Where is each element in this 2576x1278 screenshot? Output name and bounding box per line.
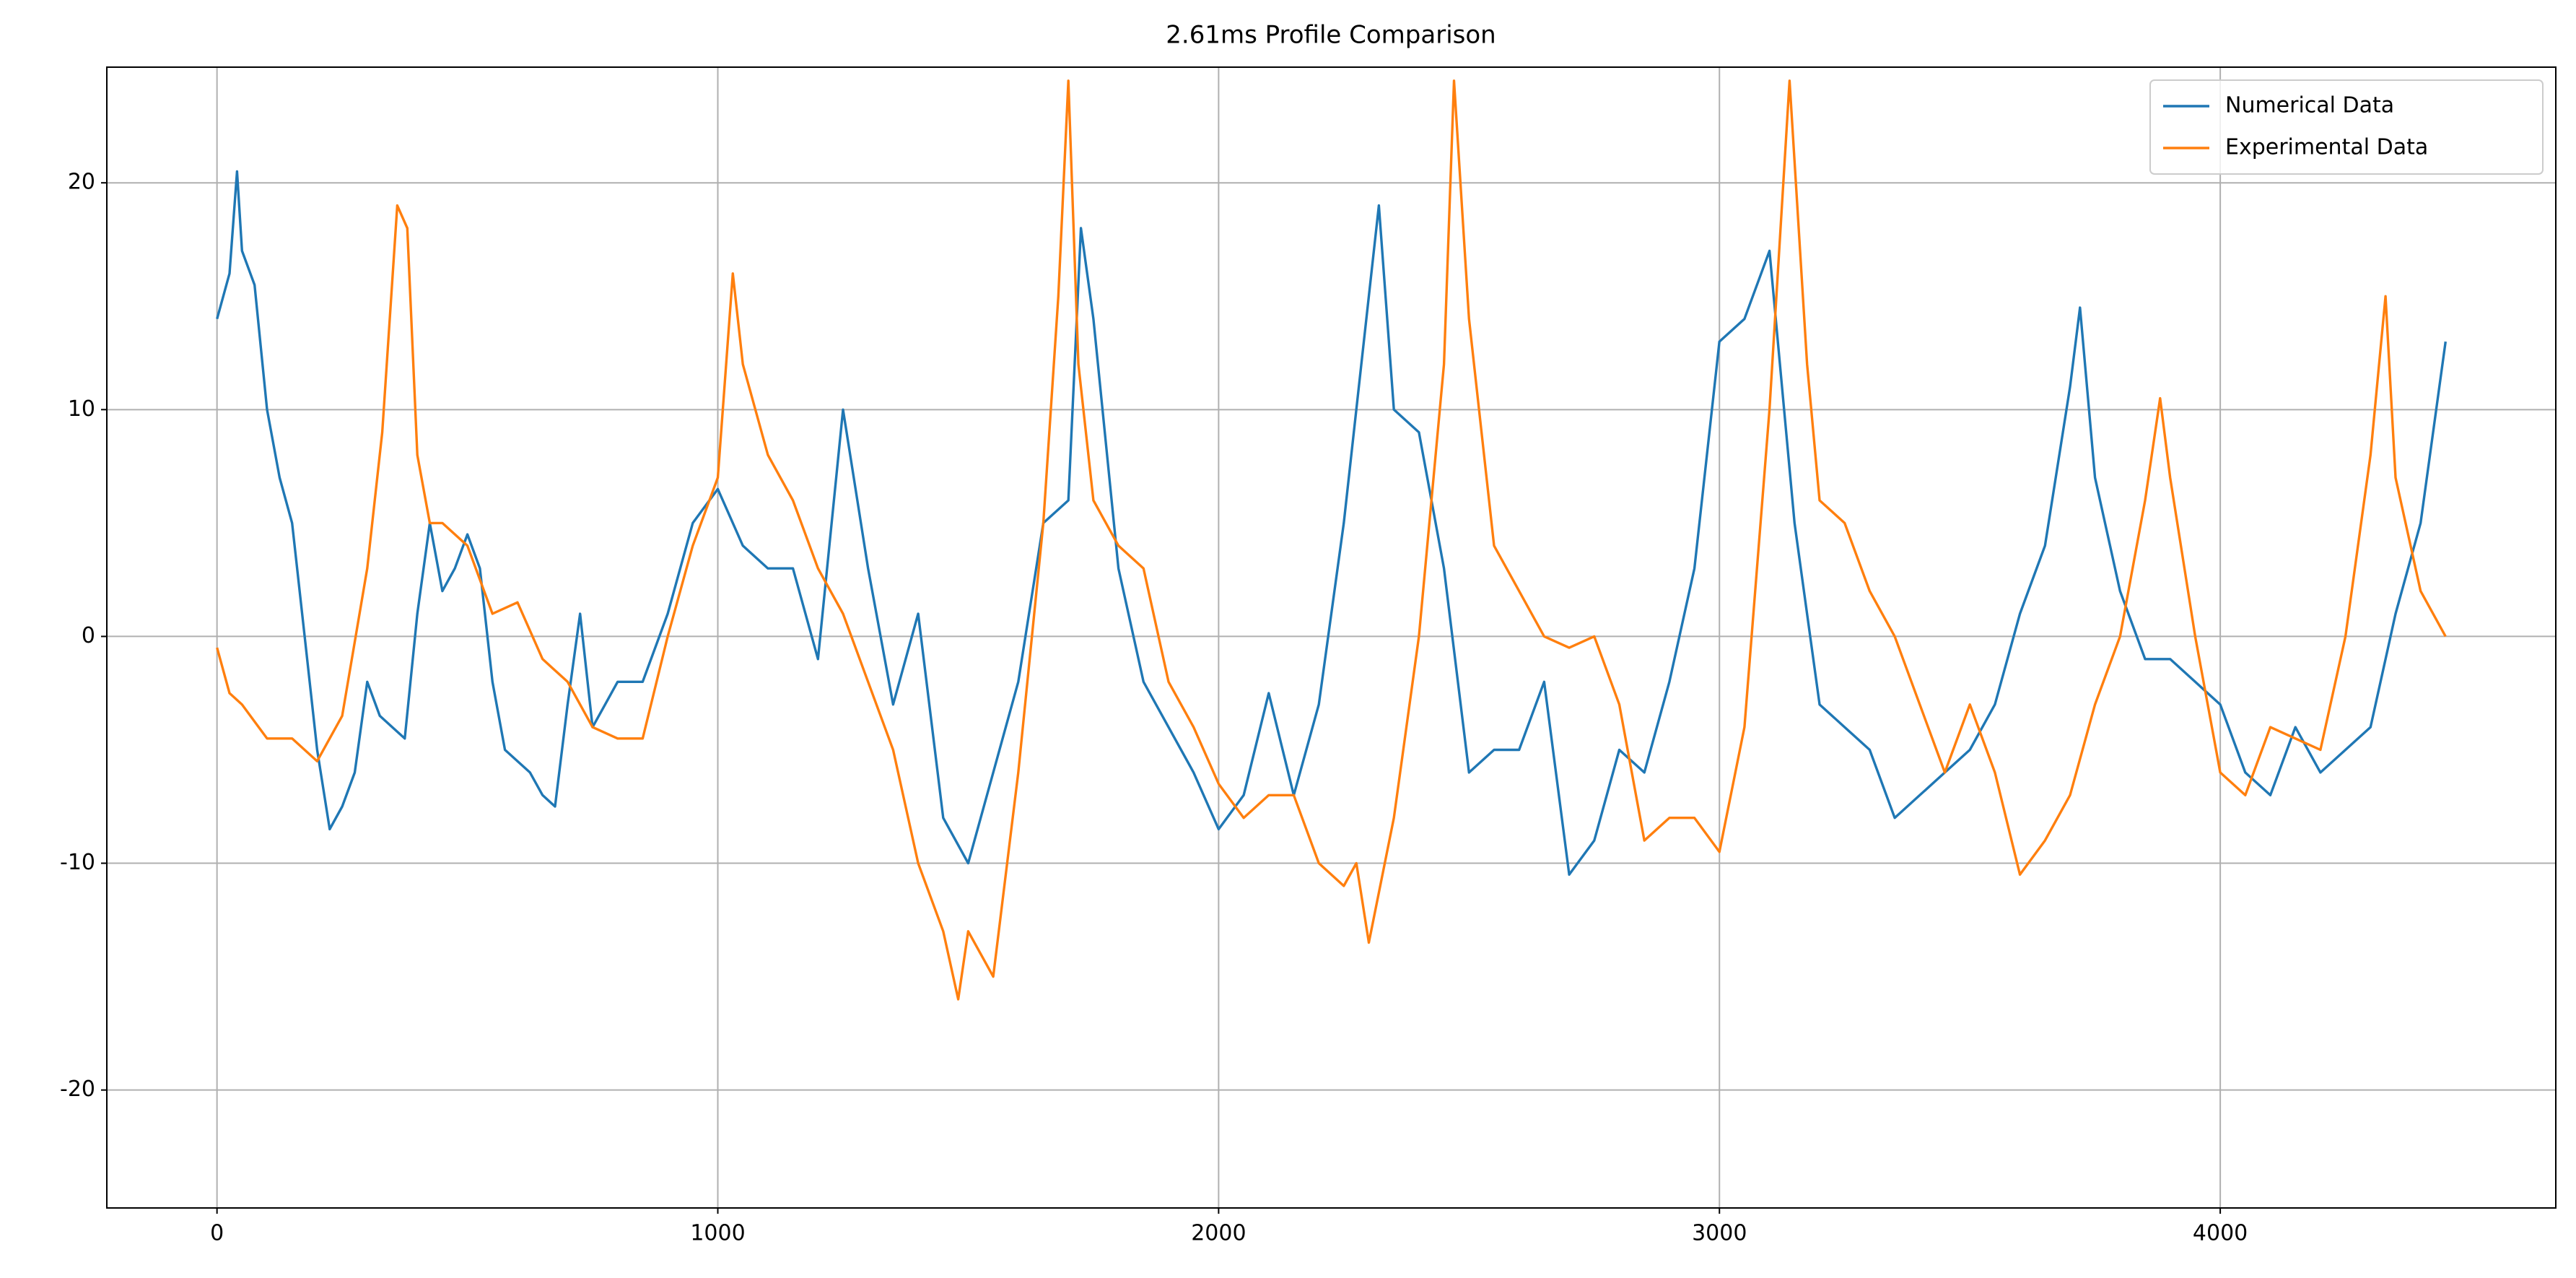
data-line xyxy=(216,79,2447,1001)
y-tick-label: -20 xyxy=(60,1077,95,1102)
y-tick-label: 10 xyxy=(68,396,95,422)
plot-frame xyxy=(106,66,2557,1209)
x-tick-label: 3000 xyxy=(1692,1221,1747,1246)
legend-label: Numerical Data xyxy=(2225,93,2394,118)
x-tick-label: 4000 xyxy=(2193,1221,2248,1246)
y-tick-label: -10 xyxy=(60,850,95,875)
x-tick-label: 2000 xyxy=(1191,1221,1246,1246)
x-tick-label: 0 xyxy=(210,1221,224,1246)
y-tick-label: 0 xyxy=(82,623,95,648)
y-tick-label: 20 xyxy=(68,170,95,195)
chart-title: 2.61ms Profile Comparison xyxy=(1166,21,1496,50)
legend-label: Experimental Data xyxy=(2225,135,2428,160)
legend-box xyxy=(2149,79,2544,175)
x-tick-label: 1000 xyxy=(690,1221,745,1246)
data-line xyxy=(216,170,2447,876)
